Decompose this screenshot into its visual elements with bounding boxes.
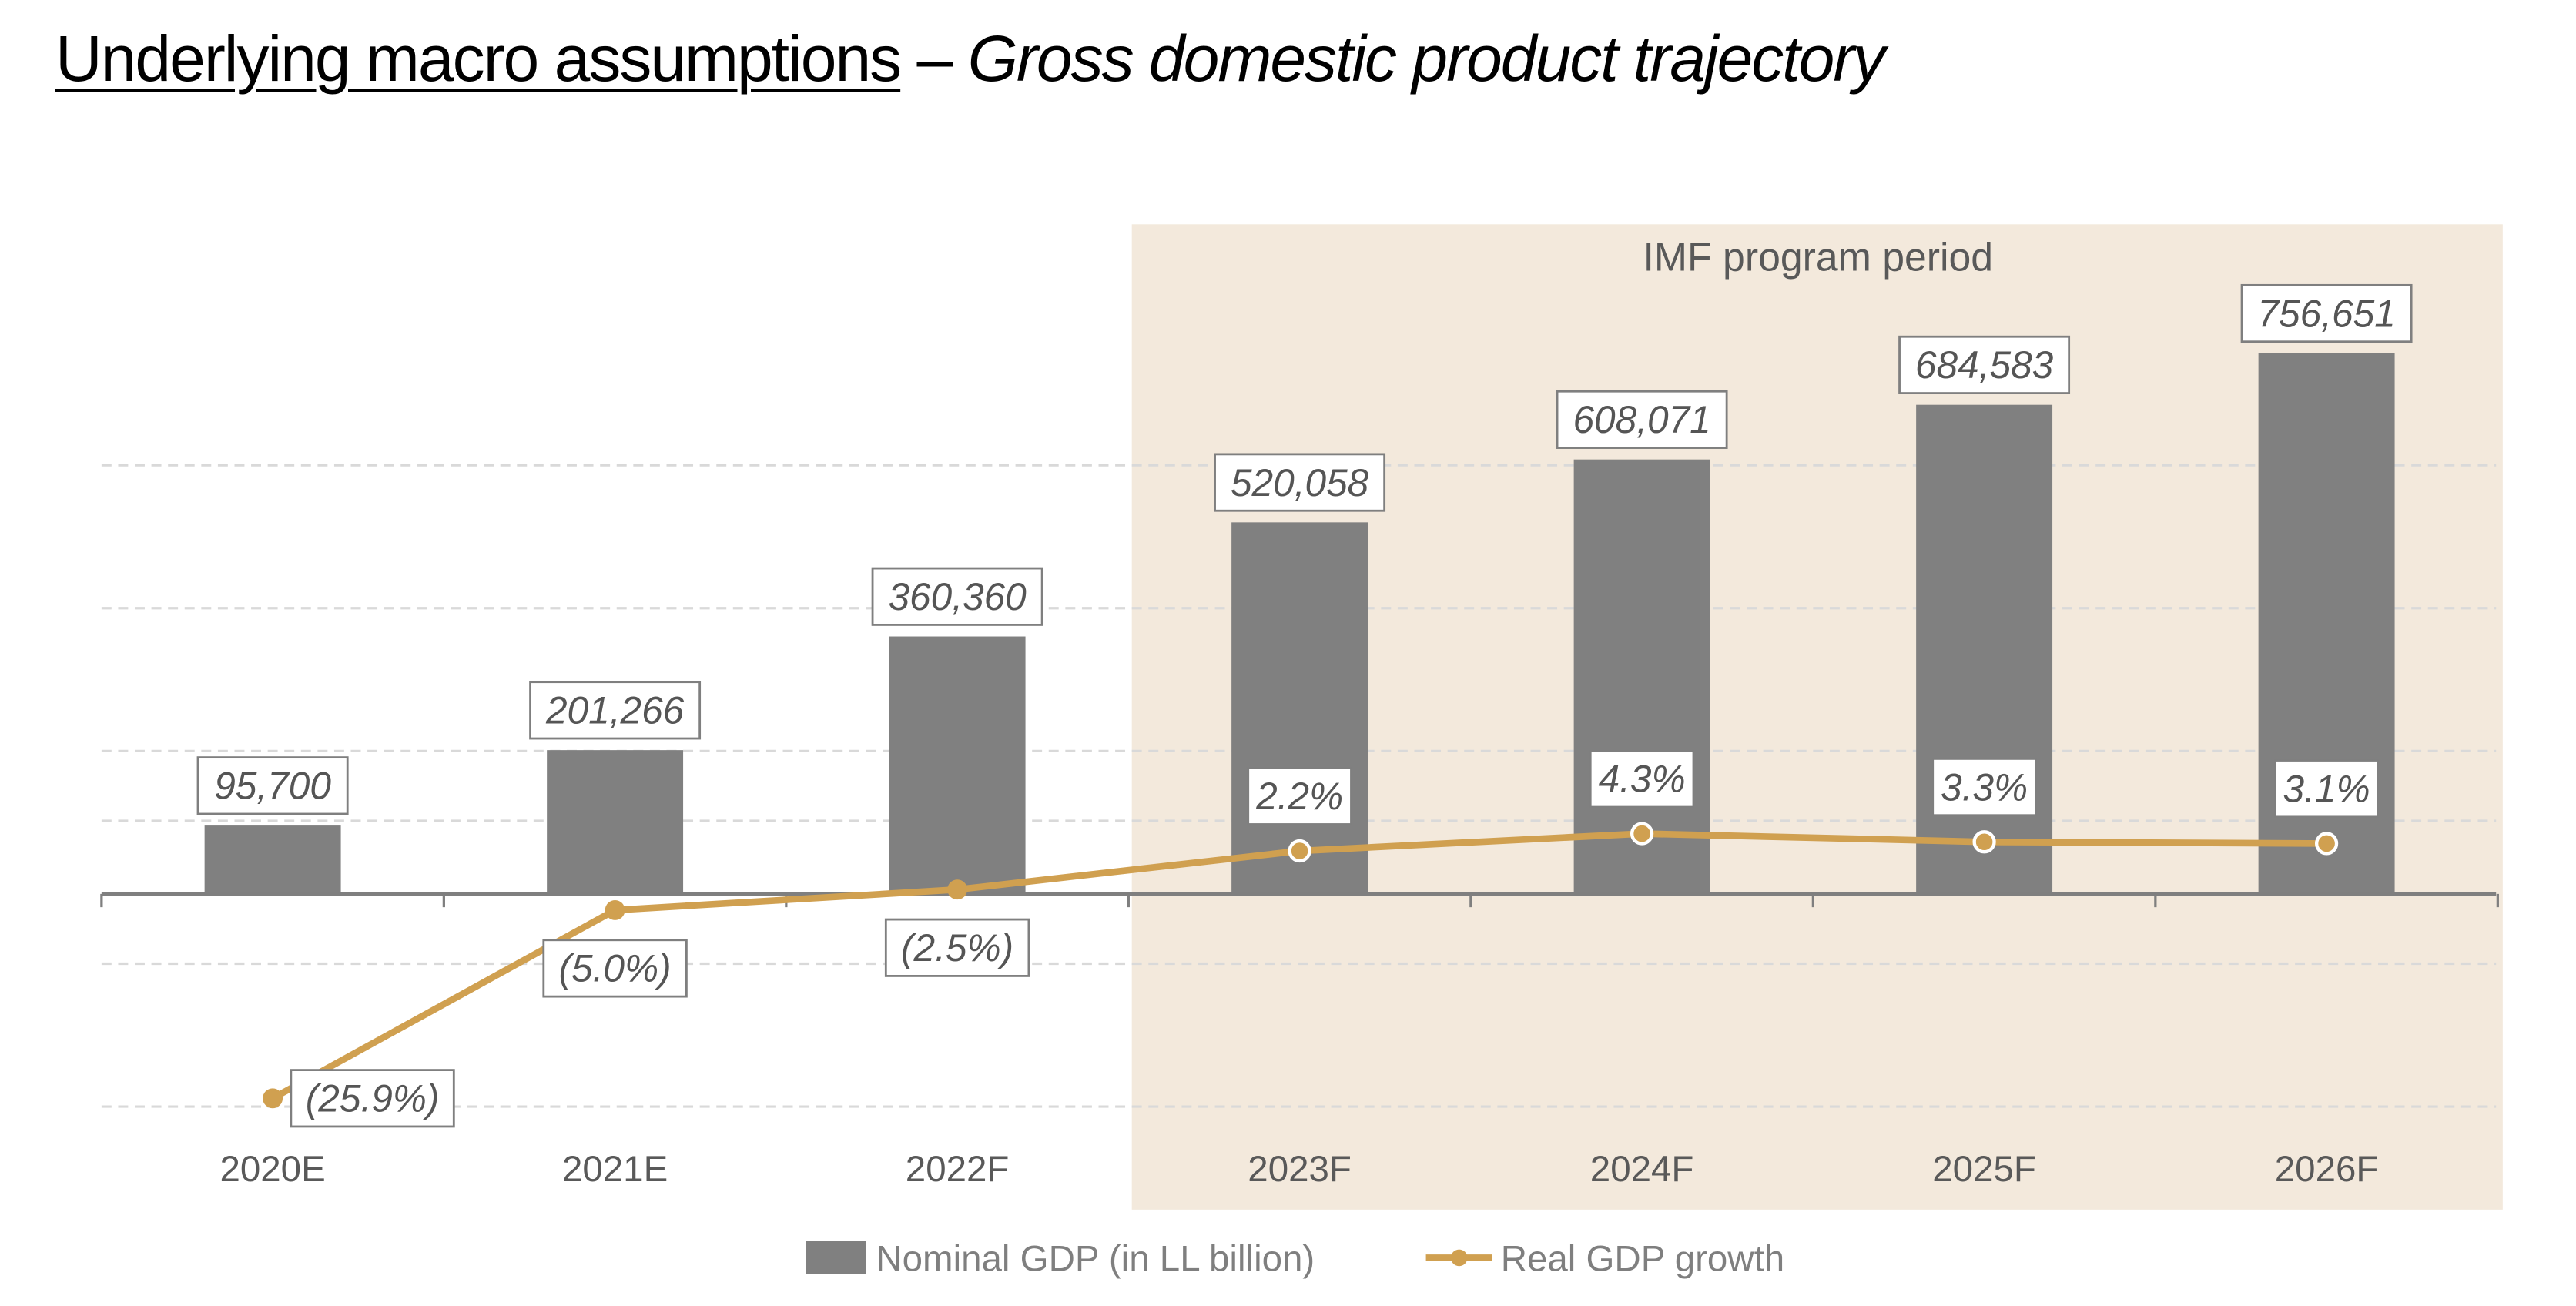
- growth-value-label-box: [1247, 766, 1352, 825]
- growth-point-2020E: [263, 1088, 283, 1109]
- bar-value-label-box: [1898, 335, 2071, 394]
- bar-2020E: [204, 825, 341, 894]
- legend-label-bar: Nominal GDP (in LL billion): [876, 1239, 1315, 1280]
- bar-value-label: 95,700: [214, 765, 331, 808]
- growth-point-2024F: [1630, 822, 1654, 846]
- x-tick-label: 2023F: [1248, 1149, 1352, 1190]
- bar-2021E: [547, 750, 684, 894]
- legend: Nominal GDP (in LL billion) Real GDP gro…: [806, 1239, 1784, 1280]
- bar-value-label: 360,360: [888, 575, 1027, 618]
- x-tick-label: 2024F: [1590, 1149, 1694, 1190]
- growth-line: [263, 822, 2339, 1109]
- bar-2023F: [1231, 522, 1368, 894]
- bar-value-label: 201,266: [545, 689, 685, 732]
- growth-value-label: 3.1%: [2283, 767, 2370, 810]
- growth-value-label-box: [2273, 759, 2380, 819]
- growth-value-label: 4.3%: [1599, 758, 1686, 801]
- title-main: Underlying macro assumptions: [55, 22, 902, 95]
- growth-value-label-box: [290, 1069, 455, 1128]
- growth-value-label: (2.5%): [901, 926, 1013, 969]
- legend-label-line: Real GDP growth: [1501, 1239, 1785, 1280]
- legend-swatch-bar: [806, 1241, 866, 1275]
- growth-point-2021E: [605, 899, 625, 920]
- bar-value-label: 756,651: [2257, 292, 2395, 335]
- bar-value-label: 684,583: [1915, 343, 2054, 387]
- bar-2022F: [889, 636, 1026, 894]
- x-axis: 2020E 2021E 2022F 2023F 2024F 2025F 2026F: [100, 892, 2499, 1190]
- bar-value-label-box: [196, 756, 349, 815]
- growth-point-2025F: [1972, 830, 1996, 854]
- bar-value-label-box: [1214, 453, 1386, 512]
- bar-2025F: [1916, 404, 2053, 894]
- page-title: Underlying macro assumptions – Gross dom…: [55, 22, 1886, 96]
- title-dash: –: [900, 22, 968, 95]
- growth-point-2023F: [1288, 839, 1311, 863]
- growth-point-2026F: [2314, 832, 2339, 856]
- growth-point-2022F: [947, 879, 968, 900]
- growth-value-label-box: [542, 939, 688, 998]
- bar-value-label-box: [1556, 390, 1728, 449]
- x-tick-label: 2020E: [219, 1149, 325, 1190]
- bar-value-label-box: [529, 681, 702, 740]
- title-sub: Gross domestic product trajectory: [967, 22, 1886, 95]
- legend-swatch-marker: [1450, 1249, 1468, 1267]
- bar-2024F: [1573, 459, 1710, 894]
- x-tick-label: 2026F: [2275, 1149, 2379, 1190]
- growth-value-label-box: [884, 918, 1030, 977]
- growth-value-label: 3.3%: [1941, 765, 2028, 809]
- bar-value-label-box: [871, 567, 1043, 626]
- growth-value-label: (25.9%): [306, 1077, 440, 1120]
- growth-value-label-box: [1931, 757, 2037, 817]
- x-tick-label: 2021E: [562, 1149, 668, 1190]
- growth-value-label-box: [1589, 749, 1695, 809]
- growth-value-label: 2.2%: [1255, 775, 1343, 818]
- x-tick-label: 2022F: [906, 1149, 1010, 1190]
- bar-value-label: 608,071: [1573, 398, 1710, 441]
- bar-value-label: 520,058: [1231, 461, 1369, 504]
- bar-value-label-box: [2240, 283, 2413, 343]
- imf-period-label: IMF program period: [1643, 235, 1994, 280]
- data-labels: 95,700 201,266 360,360 520,058 608,071 684,58…: [196, 283, 2413, 1128]
- x-tick-label: 2025F: [1932, 1149, 2036, 1190]
- growth-value-label: (5.0%): [559, 947, 672, 990]
